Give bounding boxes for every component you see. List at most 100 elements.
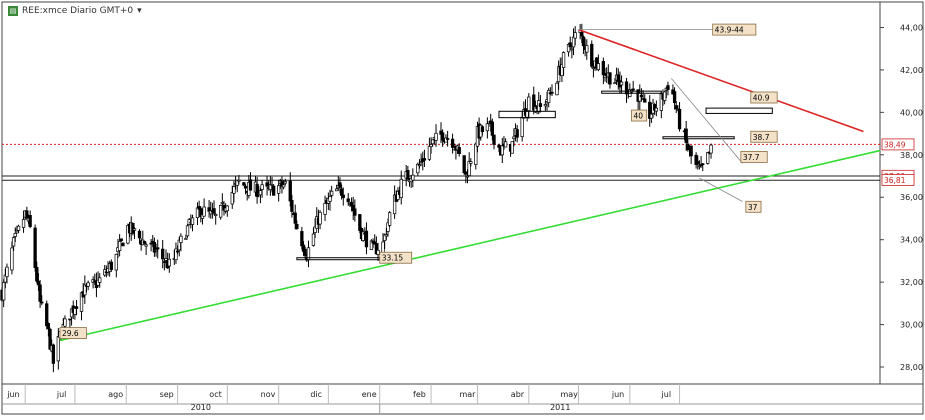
price-candle [339, 188, 344, 196]
price-candle [643, 98, 647, 103]
price-candle [561, 52, 566, 68]
annotation-box [750, 130, 778, 143]
year-label: 2010 [191, 403, 211, 412]
price-candle [709, 144, 713, 154]
price-candle [406, 170, 410, 180]
price-candle [338, 182, 342, 188]
price-candle [613, 82, 617, 85]
price-candle [28, 214, 32, 227]
price-candle [21, 219, 26, 228]
price-candle [167, 258, 171, 267]
price-candle [573, 32, 577, 39]
y-tick-label: 42,00 [900, 66, 923, 75]
price-candle [318, 212, 322, 225]
price-candle [392, 194, 397, 215]
price-candle [258, 190, 263, 196]
month-label: ago [108, 390, 123, 399]
month-label: jul [661, 390, 672, 399]
uptrend-line [59, 149, 881, 342]
price-candle [525, 111, 529, 118]
price-candle [500, 145, 504, 156]
price-candle [5, 266, 9, 278]
price-candle [555, 82, 559, 96]
price-candle [214, 214, 218, 216]
price-candle [137, 230, 142, 239]
price-candle [190, 217, 195, 225]
pattern-box [662, 136, 735, 140]
price-candle [175, 250, 180, 253]
annotation-box [881, 174, 915, 186]
price-candle [649, 113, 654, 119]
price-candle [485, 123, 490, 132]
price-candle [313, 226, 317, 233]
month-label: abr [511, 390, 525, 399]
price-candle [11, 237, 16, 247]
price-candle [492, 134, 496, 145]
annotation-box [379, 251, 413, 264]
price-candle [131, 222, 135, 234]
price-candle [450, 138, 455, 148]
plot-area [1, 1, 881, 385]
symbol-label[interactable]: REE:xmce Diario GMT+0 [22, 6, 134, 16]
price-candle [662, 91, 667, 101]
price-candle [639, 94, 644, 98]
price-candle [346, 198, 350, 203]
price-candle [93, 280, 97, 282]
price-candle [638, 93, 642, 102]
price-candle [427, 145, 432, 160]
price-candle [674, 105, 678, 110]
chart-symbol-icon: ▤ [8, 6, 18, 16]
price-candle [281, 184, 286, 188]
price-candle [538, 103, 543, 107]
price-candle [232, 186, 236, 194]
price-candle [631, 88, 635, 91]
annotation-label: 33.15 [382, 254, 404, 263]
price-candle [619, 81, 624, 86]
annotation-box [745, 200, 762, 213]
price-candle [230, 192, 234, 205]
y-tick-label: 40,00 [900, 108, 923, 117]
month-label: jun [6, 390, 19, 399]
price-candle [677, 108, 682, 130]
price-candle [585, 45, 589, 53]
price-candle [672, 91, 677, 104]
annotation-box [712, 23, 757, 36]
price-candle [311, 233, 316, 246]
price-candle [474, 143, 478, 165]
price-candle [381, 241, 385, 253]
annotation-label: 40.9 [753, 94, 770, 103]
price-candle [445, 138, 450, 140]
price-candle [386, 222, 390, 232]
price-candle [666, 85, 670, 90]
price-candle [73, 307, 77, 315]
price-candle [2, 282, 6, 301]
price-candle [86, 282, 90, 287]
price-candle [156, 247, 160, 250]
price-candle [411, 174, 415, 181]
price-candle [36, 281, 41, 286]
price-candle [142, 240, 147, 244]
price-candle [272, 185, 276, 196]
year-label: 2011 [550, 403, 570, 412]
price-candle [117, 241, 122, 251]
annotation-label: 38.7 [753, 133, 770, 142]
price-candle [520, 116, 524, 138]
y-tick-label: 38,00 [900, 151, 923, 160]
price-candle [303, 248, 307, 257]
price-candle [132, 228, 137, 231]
price-candle [590, 43, 594, 67]
price-candle [480, 126, 485, 132]
price-candle [684, 128, 688, 143]
dropdown-chevron-icon[interactable]: ▾ [137, 6, 142, 16]
month-label: jun [611, 390, 624, 399]
chart-header[interactable]: ▤ REE:xmce Diario GMT+0 ▾ [8, 4, 142, 18]
price-candle [16, 225, 21, 231]
y-tick-label: 28,00 [900, 363, 923, 372]
price-candle [591, 67, 596, 70]
price-candle [323, 202, 327, 215]
price-candle [10, 247, 14, 271]
y-tick-label: 44,00 [900, 23, 923, 32]
price-candle [220, 202, 224, 204]
price-candle [212, 208, 216, 214]
